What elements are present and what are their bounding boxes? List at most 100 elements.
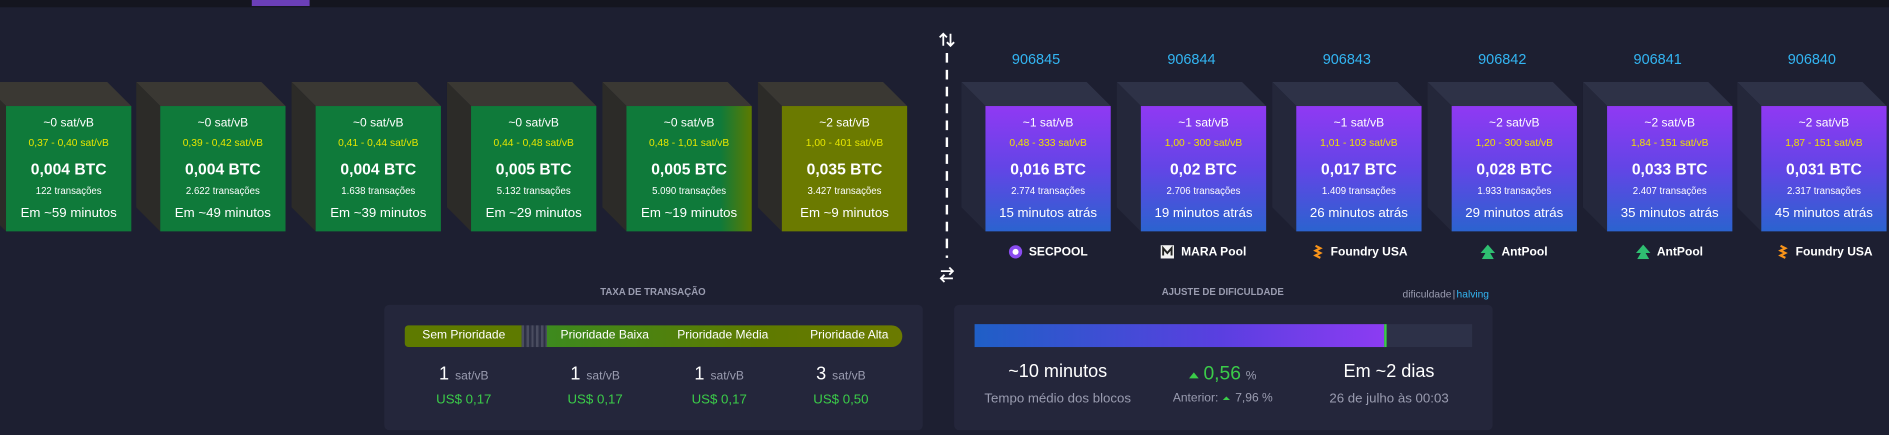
block-tx-count: 3.427 transações <box>807 185 882 197</box>
block-face[interactable]: ~0 sat/vB 0,48 - 1,01 sat/vB 0,005 BTC 5.09… <box>626 106 752 232</box>
previous-row: Anterior: 7,96 % <box>1126 392 1319 405</box>
block-side <box>0 81 132 232</box>
block-fee: ~0 sat/vB <box>43 116 94 131</box>
block-height[interactable]: 906841 <box>1633 50 1682 68</box>
block-size: 0,016 BTC <box>1010 160 1086 179</box>
fee-usd: US$ 0,17 <box>436 392 492 408</box>
fee-usd: US$ 0,17 <box>691 392 747 408</box>
block-time: 29 minutos atrás <box>1465 206 1564 221</box>
block-size: 0,02 BTC <box>1169 160 1238 179</box>
block-time: Em ~19 minutos <box>641 206 738 221</box>
pool-icon <box>1161 245 1175 259</box>
block-time: 26 minutos atrás <box>1309 206 1408 221</box>
tab-link[interactable]: halving <box>1456 287 1490 301</box>
pool[interactable]: MARA Pool <box>1129 243 1278 260</box>
block-size: 0,028 BTC <box>1476 160 1553 179</box>
block-height[interactable]: 906845 <box>1011 50 1061 68</box>
pool[interactable]: AntPool <box>1440 243 1589 260</box>
fee-title: TAXA DE TRANSAÇÃO <box>600 286 706 298</box>
block-fee-range: 1,00 - 300 sat/vB <box>1164 136 1243 149</box>
change-value: 0,56 <box>1203 363 1241 385</box>
block-time: Em ~39 minutos <box>330 206 427 221</box>
pool[interactable]: Foundry USA <box>1284 243 1433 260</box>
up-triangle <box>1223 396 1231 401</box>
block-size: 0,017 BTC <box>1321 160 1397 179</box>
fee-value-row: 1 sat/vB <box>523 364 668 384</box>
block-height[interactable]: 906842 <box>1478 50 1527 68</box>
pool[interactable]: AntPool <box>1595 243 1744 260</box>
block-tx-count: 2.706 transações <box>1166 185 1241 197</box>
block-face[interactable]: ~2 sat/vB 1,87 - 151 sat/vB 0,031 BTC 2.317… <box>1761 106 1887 232</box>
block-fee-range: 1,84 - 151 sat/vB <box>1630 136 1709 149</box>
pool[interactable]: SECPOOL <box>973 243 1122 260</box>
block-tx-count: 5.132 transações <box>496 185 571 197</box>
block-side <box>1582 81 1733 232</box>
block-face[interactable]: ~2 sat/vB 1,84 - 151 sat/vB 0,033 BTC 2.407… <box>1607 106 1733 232</box>
block-time: 15 minutos atrás <box>999 206 1098 221</box>
fee-usd: US$ 0,17 <box>567 392 623 408</box>
block-fee-range: 0,39 - 0,42 sat/vB <box>182 136 264 149</box>
block-time: 45 minutos atrás <box>1774 206 1873 221</box>
fee-value: 1 <box>439 363 450 385</box>
block-face[interactable]: ~1 sat/vB 0,48 - 333 sat/vB 0,016 BTC 2.774… <box>985 106 1111 232</box>
block-height[interactable]: 906840 <box>1787 50 1836 68</box>
pool-name: MARA Pool <box>1181 245 1247 259</box>
block-time: 35 minutos atrás <box>1620 206 1719 221</box>
block-fee: ~0 sat/vB <box>197 116 249 131</box>
pool-name: AntPool <box>1501 245 1548 259</box>
block-face[interactable]: ~2 sat/vB 1,20 - 300 sat/vB 0,028 BTC 1.933… <box>1451 106 1577 232</box>
pool-icon <box>1636 244 1651 260</box>
block-tx-count: 1.409 transações <box>1321 185 1396 197</box>
block-face[interactable]: ~0 sat/vB 0,37 - 0,40 sat/vB 0,004 BTC 122 … <box>6 106 132 232</box>
fee-value-row: 3 sat/vB <box>769 364 914 384</box>
previous-label: Anterior: <box>1172 391 1219 405</box>
pool-name: SECPOOL <box>1028 245 1088 259</box>
block-fee: ~0 sat/vB <box>352 116 404 131</box>
block-face[interactable]: ~2 sat/vB 1,00 - 401 sat/vB 0,035 BTC 3.427… <box>781 106 908 232</box>
block-side <box>961 81 1111 232</box>
tab-link[interactable]: dificuldade <box>1402 287 1452 301</box>
block-tx-count: 1.933 transações <box>1477 185 1552 197</box>
block-height[interactable]: 906844 <box>1167 50 1216 68</box>
priority-label: Prioridade Baixa <box>560 328 649 343</box>
block-fee: ~2 sat/vB <box>1489 116 1540 131</box>
fee-unit: sat/vB <box>455 369 489 384</box>
pool[interactable]: Foundry USA <box>1749 243 1889 260</box>
block-side <box>1427 81 1577 232</box>
block-time: Em ~59 minutos <box>20 206 117 221</box>
up-triangle <box>1189 371 1199 378</box>
block-face[interactable]: ~0 sat/vB 0,39 - 0,42 sat/vB 0,004 BTC 2.62… <box>160 106 286 232</box>
block-height[interactable]: 906843 <box>1322 50 1371 68</box>
block-size: 0,004 BTC <box>184 160 261 179</box>
block-side <box>602 81 752 232</box>
block-fee-range: 1,20 - 300 sat/vB <box>1475 136 1554 149</box>
fee-usd: US$ 0,50 <box>813 392 869 408</box>
block-tx-count: 2.317 transações <box>1786 185 1861 197</box>
block-tx-count: 2.622 transações <box>185 185 260 197</box>
pool-icon <box>1312 244 1323 259</box>
pool-name: AntPool <box>1656 245 1704 259</box>
priority-stripes <box>521 325 547 348</box>
progress-marker <box>1384 324 1387 348</box>
block-tx-count: 1.638 transações <box>341 185 416 197</box>
fee-value-row: 1 sat/vB <box>392 364 537 384</box>
priority-bar <box>546 325 903 348</box>
block-fee-range: 0,48 - 1,01 sat/vB <box>648 136 730 149</box>
block-fee: ~2 sat/vB <box>1644 116 1695 131</box>
top-strip <box>0 0 1889 8</box>
priority-label: Sem Prioridade <box>422 328 506 343</box>
block-fee-range: 0,44 - 0,48 sat/vB <box>493 136 574 149</box>
pool-name: Foundry USA <box>1330 245 1408 259</box>
block-fee-range: 1,87 - 151 sat/vB <box>1785 136 1863 149</box>
block-time: Em ~29 minutos <box>485 206 582 221</box>
block-fee: ~1 sat/vB <box>1178 116 1229 131</box>
block-fee: ~1 sat/vB <box>1022 116 1074 131</box>
block-face[interactable]: ~0 sat/vB 0,44 - 0,48 sat/vB 0,005 BTC 5.13… <box>471 106 597 232</box>
block-face[interactable]: ~0 sat/vB 0,41 - 0,44 sat/vB 0,004 BTC 1.63… <box>315 106 441 232</box>
block-face[interactable]: ~1 sat/vB 1,00 - 300 sat/vB 0,02 BTC 2.706 … <box>1140 106 1267 232</box>
block-fee-range: 0,37 - 0,40 sat/vB <box>28 136 109 149</box>
block-face[interactable]: ~1 sat/vB 1,01 - 103 sat/vB 0,017 BTC 1.409… <box>1296 106 1422 232</box>
block-size: 0,004 BTC <box>30 160 107 179</box>
block-fee: ~0 sat/vB <box>508 116 559 131</box>
